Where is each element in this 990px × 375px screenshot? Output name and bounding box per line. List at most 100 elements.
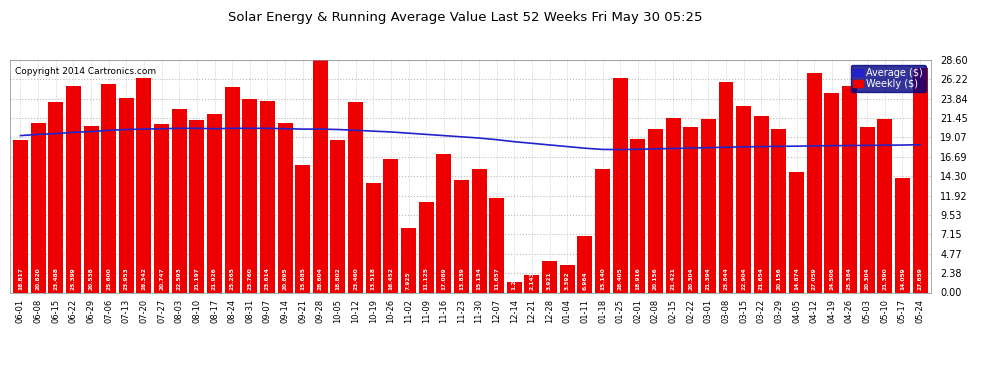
Text: 21.390: 21.390	[882, 267, 887, 290]
Text: 23.760: 23.760	[248, 267, 252, 290]
Bar	[313, 60, 328, 292]
Text: 11.657: 11.657	[494, 267, 499, 290]
Bar	[137, 78, 151, 292]
Text: 18.916: 18.916	[636, 267, 641, 290]
Text: 13.839: 13.839	[459, 267, 464, 290]
Text: 20.820: 20.820	[36, 267, 41, 290]
Text: 23.488: 23.488	[53, 267, 58, 290]
Bar	[383, 159, 398, 292]
Text: 25.384: 25.384	[847, 267, 852, 290]
Text: 13.518: 13.518	[370, 267, 376, 290]
Text: 15.140: 15.140	[600, 267, 605, 290]
Bar	[577, 236, 592, 292]
Text: Copyright 2014 Cartronics.com: Copyright 2014 Cartronics.com	[15, 67, 155, 76]
Bar	[701, 118, 716, 292]
Bar	[66, 86, 81, 292]
Text: 15.685: 15.685	[300, 267, 305, 290]
Text: 25.399: 25.399	[71, 267, 76, 290]
Bar	[101, 84, 116, 292]
Text: 20.538: 20.538	[88, 267, 93, 290]
Bar	[207, 114, 222, 292]
Bar	[365, 183, 381, 292]
Bar	[437, 154, 451, 292]
Bar	[189, 120, 204, 292]
Bar	[119, 98, 134, 292]
Text: 7.925: 7.925	[406, 272, 411, 290]
Bar	[895, 178, 910, 292]
Bar	[595, 170, 610, 292]
Bar	[331, 140, 346, 292]
Text: 26.342: 26.342	[142, 267, 147, 290]
Bar	[454, 180, 469, 292]
Text: 26.405: 26.405	[618, 267, 623, 290]
Text: 25.844: 25.844	[724, 267, 729, 290]
Bar	[647, 129, 663, 292]
Bar	[507, 282, 522, 292]
Text: 17.089: 17.089	[442, 267, 446, 290]
Text: 23.614: 23.614	[265, 267, 270, 290]
Text: 16.452: 16.452	[388, 267, 393, 290]
Bar	[171, 109, 187, 292]
Text: 20.304: 20.304	[688, 267, 693, 290]
Text: 6.964: 6.964	[582, 272, 587, 290]
Bar	[348, 102, 363, 292]
Text: 2.143: 2.143	[530, 271, 535, 290]
Text: 21.926: 21.926	[212, 267, 217, 290]
Text: 3.392: 3.392	[564, 272, 570, 290]
Text: 22.593: 22.593	[177, 267, 182, 290]
Legend: Average ($), Weekly ($): Average ($), Weekly ($)	[850, 65, 926, 92]
Bar	[913, 68, 928, 292]
Text: 15.134: 15.134	[476, 267, 481, 290]
Text: 11.125: 11.125	[424, 267, 429, 290]
Bar	[719, 82, 734, 292]
Bar	[683, 128, 698, 292]
Bar	[789, 172, 804, 292]
Text: 3.921: 3.921	[547, 272, 552, 290]
Text: 14.874: 14.874	[794, 267, 799, 290]
Text: 18.802: 18.802	[336, 267, 341, 290]
Bar	[665, 118, 680, 292]
Text: 20.304: 20.304	[864, 267, 869, 290]
Text: 28.604: 28.604	[318, 267, 323, 290]
Bar	[613, 78, 628, 292]
Bar	[489, 198, 504, 292]
Text: 21.197: 21.197	[194, 267, 199, 290]
Bar	[825, 93, 840, 292]
Bar	[471, 170, 486, 292]
Text: 27.659: 27.659	[918, 267, 923, 290]
Text: 25.600: 25.600	[106, 267, 111, 290]
Text: 18.817: 18.817	[18, 267, 23, 290]
Bar	[737, 106, 751, 292]
Text: 14.059: 14.059	[900, 267, 905, 290]
Bar	[277, 123, 293, 292]
Bar	[877, 118, 892, 292]
Text: 1.236: 1.236	[512, 271, 517, 290]
Bar	[83, 126, 99, 292]
Bar	[419, 202, 434, 292]
Text: 21.654: 21.654	[758, 267, 763, 290]
Bar	[260, 100, 275, 292]
Bar	[49, 102, 63, 292]
Text: 25.265: 25.265	[230, 267, 235, 290]
Bar	[559, 265, 575, 292]
Bar	[543, 261, 557, 292]
Text: 20.156: 20.156	[776, 267, 781, 290]
Text: Solar Energy & Running Average Value Last 52 Weeks Fri May 30 05:25: Solar Energy & Running Average Value Las…	[228, 11, 703, 24]
Text: 23.460: 23.460	[353, 267, 358, 290]
Bar	[31, 123, 46, 292]
Bar	[807, 72, 822, 292]
Bar	[842, 86, 857, 292]
Text: 21.394: 21.394	[706, 267, 711, 290]
Bar	[243, 99, 257, 292]
Bar	[295, 165, 310, 292]
Bar	[525, 275, 540, 292]
Text: 20.895: 20.895	[282, 267, 287, 290]
Text: 27.059: 27.059	[812, 267, 817, 290]
Bar	[154, 124, 169, 292]
Bar	[13, 140, 28, 292]
Bar	[859, 128, 874, 292]
Bar	[631, 139, 645, 292]
Bar	[753, 117, 769, 292]
Text: 23.953: 23.953	[124, 267, 129, 290]
Text: 20.747: 20.747	[159, 267, 164, 290]
